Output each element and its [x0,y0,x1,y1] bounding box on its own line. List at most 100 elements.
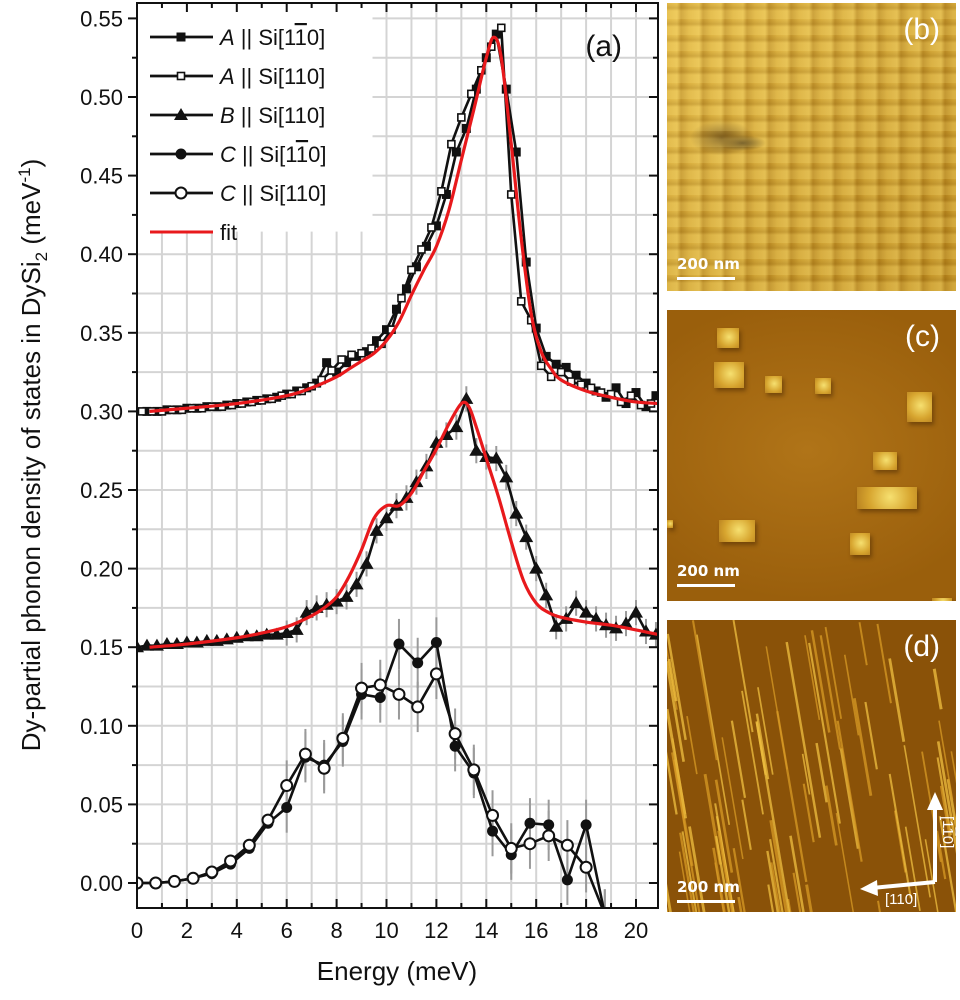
nanowire [691,620,718,761]
data-point [589,611,604,624]
data-point [549,619,564,632]
legend-marker [174,186,188,200]
y-axis-title: Dy-partial phonon density of states in D… [15,159,51,752]
data-point [205,865,219,879]
nanowire [815,742,828,803]
legend-item: A || Si[110] [150,64,325,89]
nanowire [667,661,685,762]
legend: A || Si[110]A || Si[110]B || Si[110]C ||… [150,25,326,245]
y-axis-title-sup: -1 [15,167,34,182]
data-point [355,681,369,695]
series-line [137,393,657,649]
nanowire [839,748,860,849]
data-point [496,23,506,33]
data-point [467,763,481,777]
data-point [448,727,462,741]
legend-label: C || Si[110] [220,142,326,167]
nanowire [667,708,688,819]
y-tick-label: 0.30 [80,399,123,424]
data-point [289,622,304,635]
nanowire [770,862,781,912]
nanowire [801,753,811,795]
direction-arrows: [110] [110] [860,792,956,908]
panel-label-c: (c) [905,320,940,353]
nanowire [721,737,744,860]
legend-suffix: 0] [308,142,326,167]
legend-direction: || Si[1 [236,142,297,167]
nanowire [835,812,854,912]
series-triangle-filled [137,391,658,653]
nanowire [696,634,731,826]
nanowire [852,698,873,796]
data-point [521,257,531,267]
nanowire [802,783,815,843]
nanowire [864,701,878,770]
data-point [299,605,314,618]
y-tick-label: 0.05 [80,792,123,817]
nanowire [785,641,822,838]
nanowire [667,883,672,912]
data-point [529,561,544,574]
nanowire [888,773,912,899]
nanowire [755,721,791,912]
data-point [186,871,200,885]
arrow-vertical-label: [110] [939,816,956,848]
nanowire [714,779,734,873]
data-point [280,779,294,793]
legend-sample: B [220,103,235,128]
data-point [486,808,500,822]
nanowire [939,785,952,840]
island [932,598,952,601]
nanowire [678,851,691,912]
data-point [651,391,658,401]
y-tick-label: 0.40 [80,242,123,267]
data-point [224,854,238,868]
series-line [137,670,604,908]
nanowire [946,778,956,835]
data-point [149,876,163,890]
data-point [427,223,436,232]
data-point [349,577,364,590]
data-point [167,874,181,888]
data-point [373,678,387,692]
y-tick-label: 0.25 [80,478,123,503]
data-point [430,636,442,648]
data-point [504,841,518,855]
series-circle-open [137,667,606,908]
island [765,376,782,393]
nanowire [819,635,842,750]
data-point [367,344,376,353]
x-tick-label: 2 [181,918,193,943]
legend-direction: || Si[110] [236,181,327,206]
data-point [447,139,456,149]
island [873,452,897,470]
nanowire [824,626,843,719]
fit-layer [149,35,658,649]
error-bars [285,386,657,908]
x-tick-label: 8 [330,918,342,943]
data-point [317,761,331,775]
x-tick-label: 18 [574,918,598,943]
data-point [580,819,592,831]
nanowire [876,623,892,704]
x-tick-label: 10 [374,918,398,943]
nanowire [789,835,805,912]
nanowire [936,757,952,836]
nanowire [938,720,954,801]
scalebar-label-d: 200 nm [677,878,740,896]
nanowire [671,752,701,912]
arrow-horizontal-head [860,880,878,896]
legend-suffix: 0] [307,25,325,50]
data-point [429,667,443,681]
plot-frame [136,2,659,909]
nanowire [741,799,752,850]
scalebar-label-c: 200 nm [677,562,740,580]
legend-item: C || Si[110] [150,142,326,167]
nanowire [924,839,939,912]
data-point [611,383,621,393]
nanowire [769,820,788,912]
data-point [411,700,425,714]
data-point [322,358,332,368]
data-point [556,367,566,377]
nanowire [732,620,754,733]
